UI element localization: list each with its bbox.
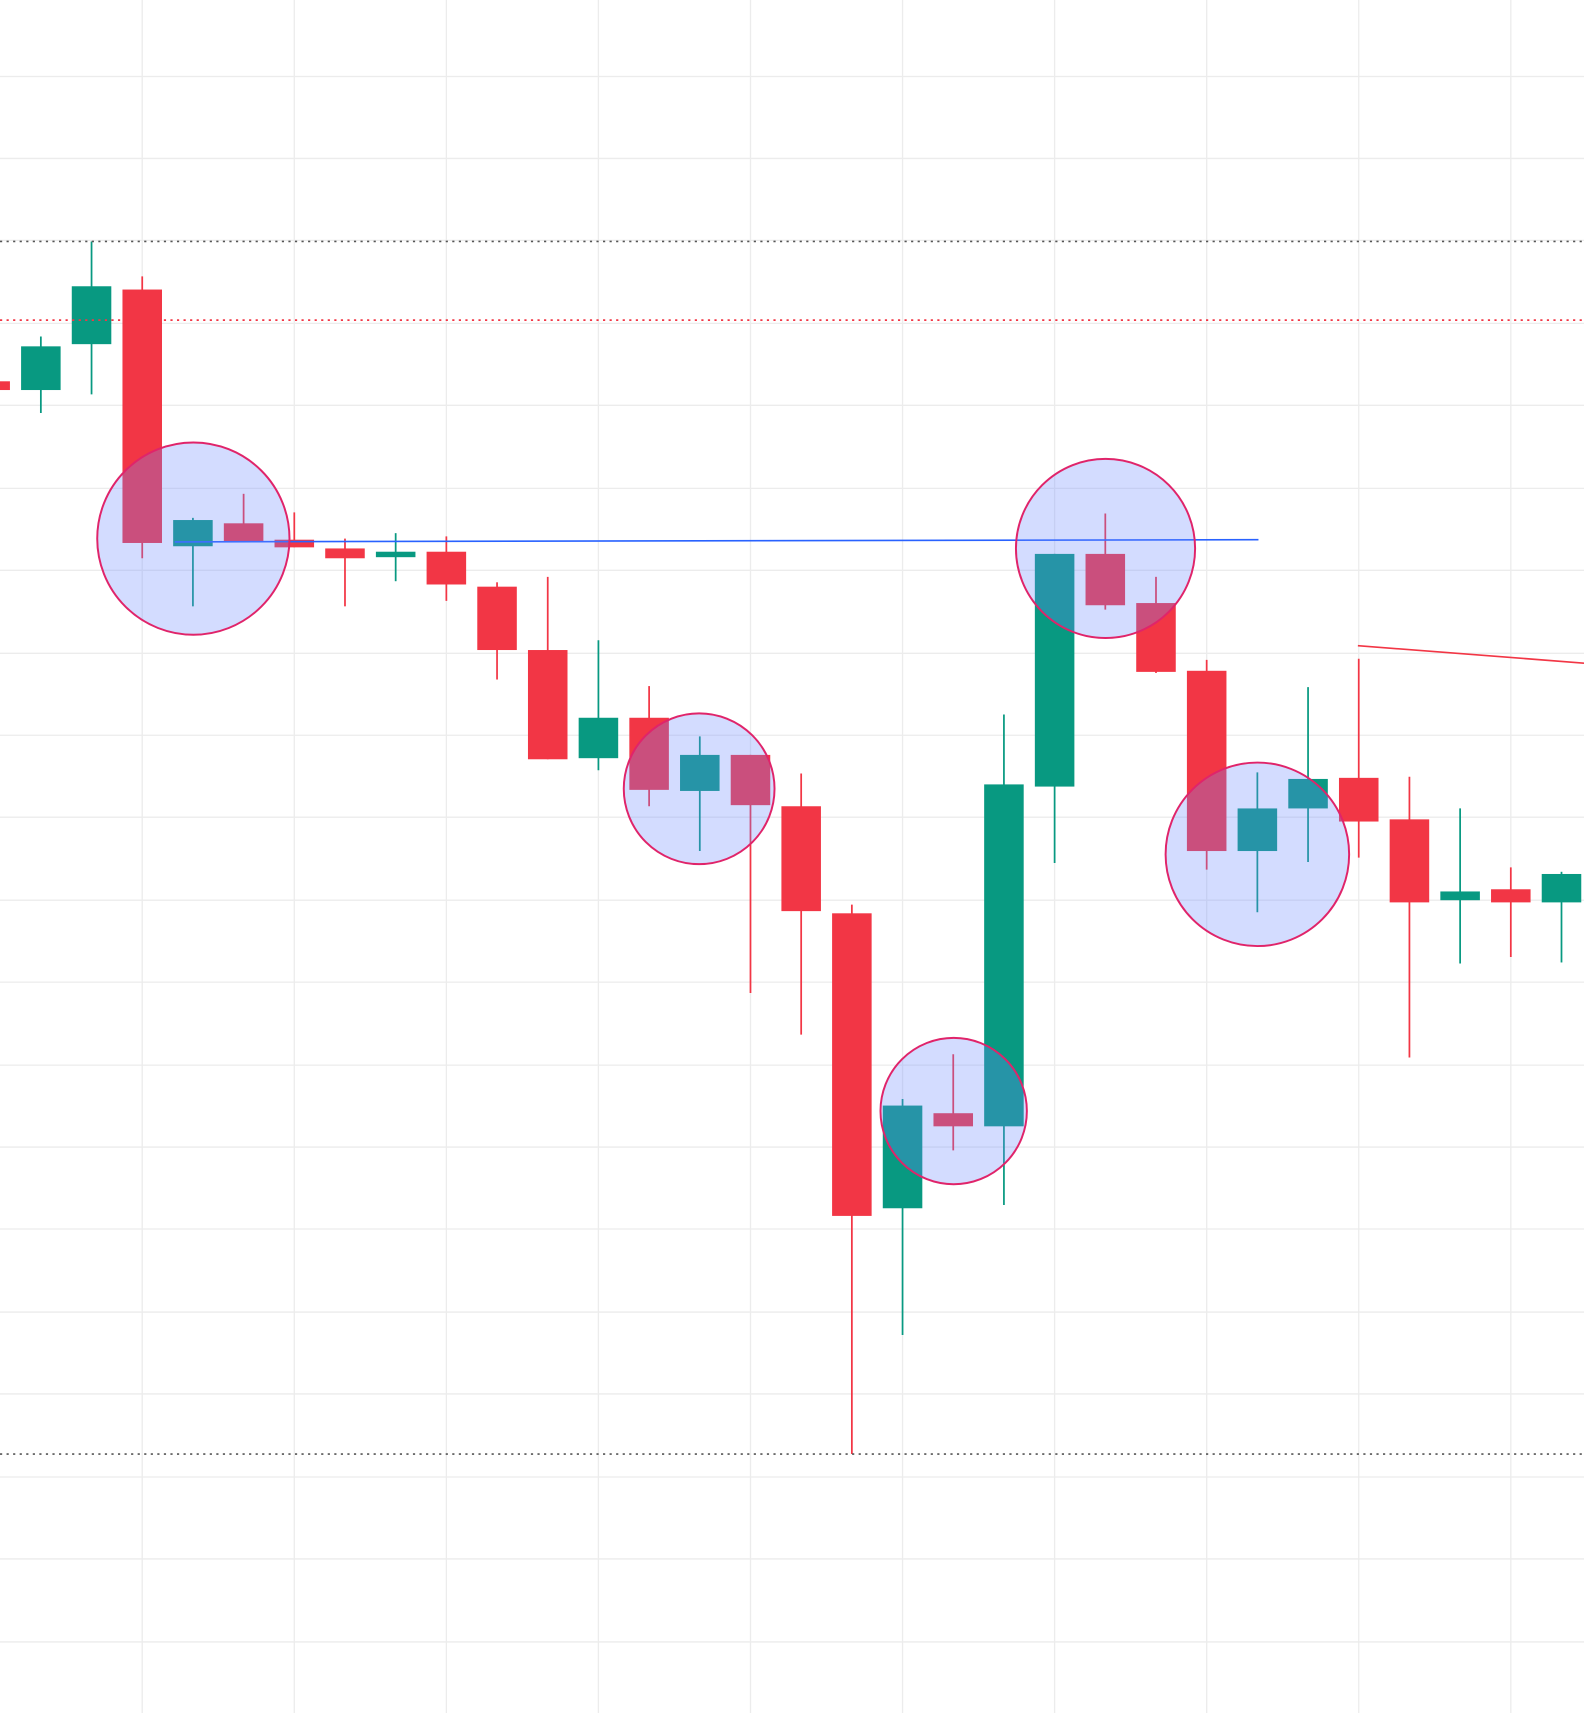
candle-body xyxy=(832,913,872,1216)
candle-body xyxy=(71,286,112,345)
candle-body xyxy=(375,551,416,558)
drawings xyxy=(0,240,1584,1455)
highlight-circle xyxy=(1014,457,1197,640)
candle-body xyxy=(477,586,517,651)
candle-body xyxy=(527,650,568,760)
candle-body xyxy=(578,717,619,759)
candle-body xyxy=(223,523,264,542)
candle-body xyxy=(680,754,720,791)
highlight-circle xyxy=(879,1036,1028,1186)
candles xyxy=(0,241,1582,1455)
candle-body xyxy=(122,289,162,543)
candle-body xyxy=(1541,873,1582,903)
candle-body xyxy=(1440,891,1480,901)
highlight-circle xyxy=(622,712,776,866)
candle-body xyxy=(1338,777,1379,822)
candle-body xyxy=(882,1105,923,1209)
highlight-circle xyxy=(1164,761,1351,948)
candle-body xyxy=(1085,553,1126,606)
candle-body xyxy=(1389,819,1430,903)
candle-body xyxy=(1186,670,1227,852)
candle-body xyxy=(426,551,467,585)
candle-body xyxy=(1491,889,1531,903)
candle-body xyxy=(730,754,771,806)
candle-body xyxy=(984,784,1024,1127)
highlight-circle xyxy=(96,441,291,636)
candle-body xyxy=(1288,778,1328,809)
candle-body xyxy=(1237,808,1278,852)
trend-line xyxy=(174,538,1259,543)
candle-body xyxy=(781,806,821,912)
candle-body xyxy=(629,717,669,790)
candle-body xyxy=(274,539,315,548)
candle-body xyxy=(933,1113,974,1127)
trend-line xyxy=(1357,644,1584,664)
candle-body xyxy=(0,381,10,391)
candle-body xyxy=(21,346,61,391)
candle-body xyxy=(325,548,365,559)
candle-body xyxy=(1136,603,1176,672)
candle-body xyxy=(1034,553,1075,787)
